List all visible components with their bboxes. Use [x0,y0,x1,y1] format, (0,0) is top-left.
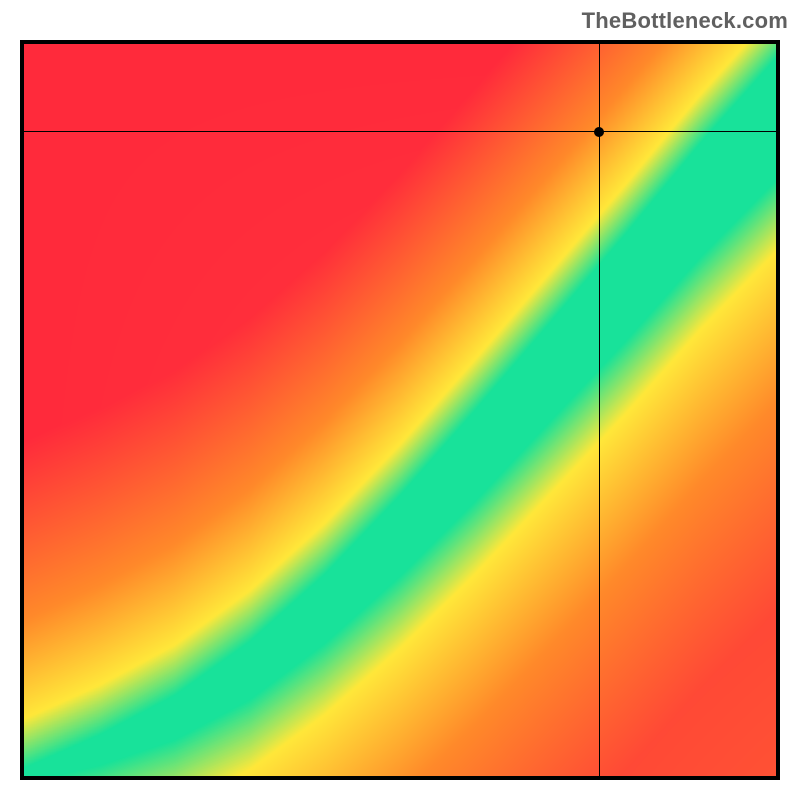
bottleneck-heatmap [24,44,776,776]
root-container: { "watermark": { "text": "TheBottleneck.… [0,0,800,800]
watermark-text: TheBottleneck.com [582,8,788,34]
crosshair-horizontal-line [20,131,780,132]
crosshair-vertical-line [599,40,600,780]
plot-frame [20,40,780,780]
